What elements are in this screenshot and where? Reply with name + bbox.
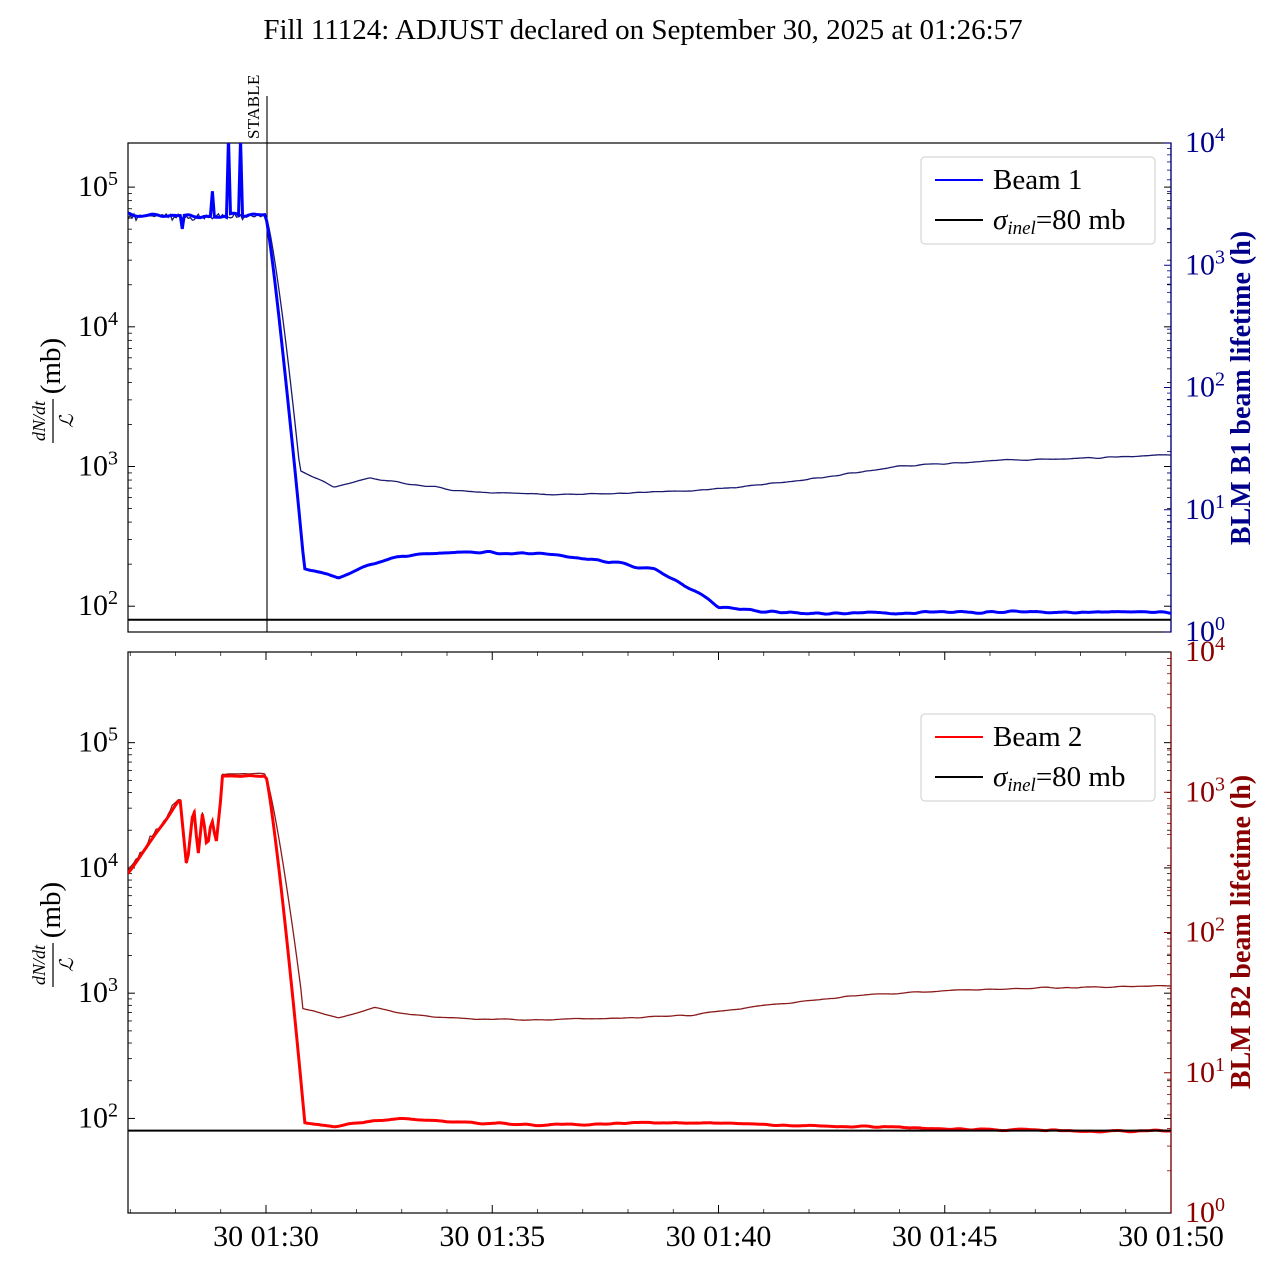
svg-text:dN/dt: dN/dt <box>29 400 49 441</box>
svg-text:Beam 1: Beam 1 <box>993 164 1082 196</box>
svg-text:30 01:35: 30 01:35 <box>439 1220 545 1253</box>
svg-text:BLM B2 beam lifetime (h): BLM B2 beam lifetime (h) <box>1226 775 1257 1089</box>
svg-text:(mb): (mb) <box>35 338 67 394</box>
svg-text:30 01:40: 30 01:40 <box>666 1220 772 1253</box>
svg-text:Fill 11124: ADJUST declared on: Fill 11124: ADJUST declared on September… <box>263 14 1022 46</box>
svg-text:ℒ: ℒ <box>57 957 78 972</box>
svg-text:30 01:30: 30 01:30 <box>213 1220 319 1253</box>
svg-text:BLM B1 beam lifetime (h): BLM B1 beam lifetime (h) <box>1226 231 1257 545</box>
svg-text:30 01:45: 30 01:45 <box>892 1220 998 1253</box>
svg-text:dN/dt: dN/dt <box>29 944 49 985</box>
svg-text:ℒ: ℒ <box>57 413 78 428</box>
svg-text:30 01:50: 30 01:50 <box>1118 1220 1224 1253</box>
svg-text:Beam 2: Beam 2 <box>993 721 1082 753</box>
svg-text:STABLE: STABLE <box>244 74 263 139</box>
svg-text:(mb): (mb) <box>35 882 67 938</box>
